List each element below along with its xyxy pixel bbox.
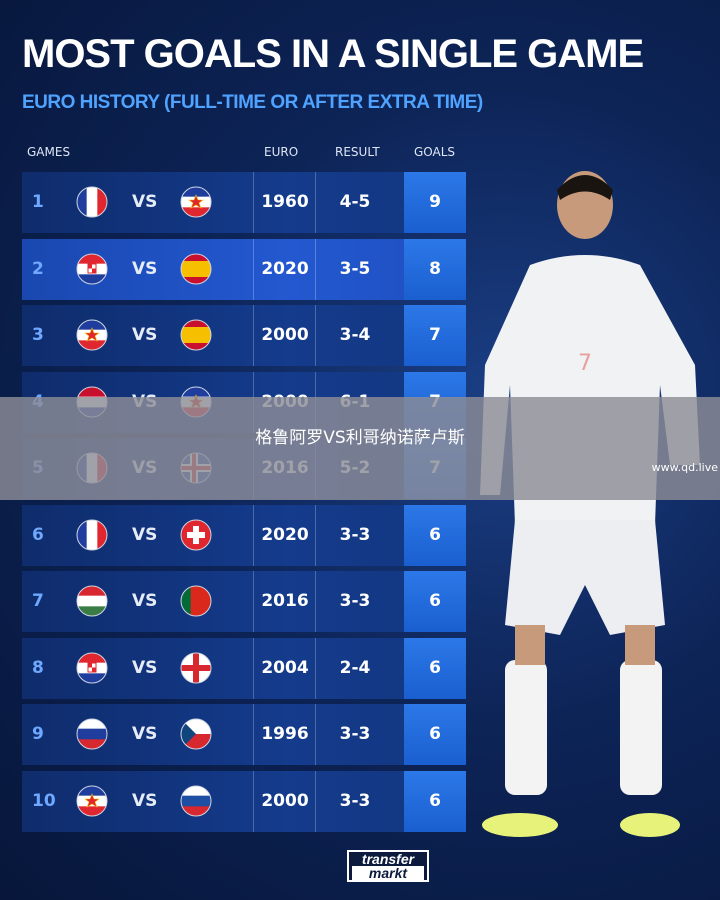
divider (315, 305, 316, 366)
flag-icon-team2 (180, 585, 212, 617)
header-euro: EURO (264, 145, 299, 159)
flag-icon-team1 (76, 319, 108, 351)
divider (315, 172, 316, 233)
rank: 7 (32, 591, 44, 611)
euro-year: 2016 (261, 591, 309, 611)
divider (253, 504, 254, 566)
euro-year: 2020 (261, 524, 309, 545)
goals: 9 (404, 172, 466, 233)
goals: 7 (404, 305, 466, 366)
rank: 2 (32, 258, 44, 279)
svg-text:7: 7 (578, 351, 592, 376)
transfermarkt-logo: transfer markt (347, 850, 429, 882)
result: 3-3 (339, 591, 371, 611)
goals: 6 (404, 637, 466, 699)
rank: 1 (32, 192, 44, 212)
watermark: www.qd.live (651, 461, 718, 474)
flag-icon-team2 (180, 253, 212, 284)
vs-label: VS (132, 591, 158, 611)
table-row: 6 VS 2020 3-3 6 (22, 504, 466, 566)
flag-icon-team2 (180, 785, 212, 816)
divider (253, 704, 254, 765)
result: 4-5 (339, 192, 371, 212)
overlay-text: 格鲁阿罗VS利哥纳诺萨卢斯 (255, 428, 465, 448)
logo-line2: markt (352, 866, 424, 880)
euro-year: 1996 (261, 724, 309, 744)
logo-line1: transfer (361, 851, 415, 867)
header-goals: GOALS (414, 145, 456, 159)
divider (253, 172, 254, 233)
euro-year: 2004 (261, 657, 309, 678)
flag-icon-team2 (180, 319, 212, 351)
euro-year: 1960 (261, 192, 309, 212)
table-row: 9 VS 1996 3-3 6 (22, 704, 466, 765)
page-subtitle: EURO HISTORY (FULL-TIME OR AFTER EXTRA T… (22, 92, 483, 113)
rank: 3 (32, 325, 44, 345)
player-image: 7 (480, 171, 700, 837)
divider (315, 704, 316, 765)
page-title: MOST GOALS IN A SINGLE GAME (22, 32, 644, 76)
euro-year: 2000 (261, 325, 309, 345)
table-row: 1 VS 1960 4-5 9 (22, 172, 466, 233)
flag-icon-team1 (76, 186, 108, 218)
result: 3-4 (339, 325, 371, 345)
divider (253, 571, 254, 632)
goals: 6 (404, 504, 466, 566)
vs-label: VS (132, 192, 158, 212)
flag-icon-team1 (76, 718, 108, 750)
flag-icon-team1 (76, 253, 108, 284)
table-row: 8 VS 2004 2-4 6 (22, 637, 466, 699)
flag-icon-team2 (180, 652, 212, 683)
flag-icon-team2 (180, 186, 212, 218)
flag-icon-team2 (180, 519, 212, 550)
rank: 6 (32, 524, 44, 545)
result: 3-5 (339, 258, 371, 279)
vs-label: VS (132, 790, 158, 811)
goals: 6 (404, 770, 466, 832)
rank: 8 (32, 657, 44, 678)
flag-icon-team1 (76, 652, 108, 683)
vs-label: VS (132, 258, 158, 279)
divider (315, 571, 316, 632)
flag-icon-team1 (76, 519, 108, 550)
result: 3-3 (339, 790, 371, 811)
header-result: RESULT (335, 145, 380, 159)
goals: 6 (404, 704, 466, 765)
flag-icon-team1 (76, 785, 108, 816)
euro-year: 2000 (261, 790, 309, 811)
vs-label: VS (132, 325, 158, 345)
result: 2-4 (339, 657, 371, 678)
divider (315, 504, 316, 566)
euro-year: 2020 (261, 258, 309, 279)
result: 3-3 (339, 724, 371, 744)
divider (253, 770, 254, 832)
vs-label: VS (132, 657, 158, 678)
goals: 8 (404, 238, 466, 300)
divider (315, 770, 316, 832)
rank: 10 (32, 790, 56, 811)
vs-label: VS (132, 524, 158, 545)
goals: 6 (404, 571, 466, 632)
flag-icon-team2 (180, 718, 212, 750)
divider (253, 238, 254, 300)
divider (253, 305, 254, 366)
vs-label: VS (132, 724, 158, 744)
divider (315, 238, 316, 300)
table-row: 10 VS 2000 3-3 6 (22, 770, 466, 832)
divider (315, 637, 316, 699)
divider (253, 637, 254, 699)
header-games: GAMES (27, 145, 71, 159)
result: 3-3 (339, 524, 371, 545)
table-row: 3 VS 2000 3-4 7 (22, 305, 466, 366)
table-row: 7 VS 2016 3-3 6 (22, 571, 466, 632)
overlay-banner: 格鲁阿罗VS利哥纳诺萨卢斯 www.qd.live (0, 397, 720, 500)
flag-icon-team1 (76, 585, 108, 617)
table-row: 2 VS 2020 3-5 8 (22, 238, 466, 300)
rank: 9 (32, 724, 44, 744)
